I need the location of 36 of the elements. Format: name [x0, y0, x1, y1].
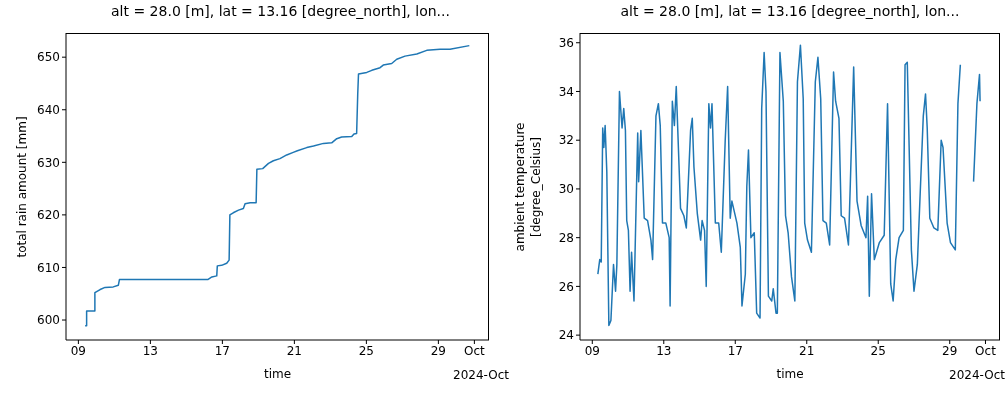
- text: 2024-Oct: [949, 368, 1005, 382]
- y-tick-label: 26: [558, 279, 574, 294]
- x-tick-label: 21: [286, 343, 303, 358]
- line-series: [84, 44, 471, 327]
- x-tick-label: 17: [727, 343, 743, 358]
- y-tick-label: 630: [37, 155, 60, 170]
- x-tick-label: 25: [358, 343, 375, 358]
- x-tick-label: 29: [430, 343, 447, 358]
- x-tick-label: 25: [870, 343, 886, 358]
- x-tick-label: 29: [942, 343, 958, 358]
- x-tick-label: 17: [214, 343, 231, 358]
- x-tick-label: 13: [656, 343, 672, 358]
- y-tick-label: 610: [37, 260, 60, 275]
- chart-title: alt = 28.0 [m], lat = 13.16 [degree_north], lon...: [110, 3, 451, 19]
- y-tick-label: 30: [558, 182, 574, 197]
- y-axis-title: ambient temperature [degree_Celsius]: [512, 122, 544, 251]
- x-tick-label: Oct: [464, 343, 486, 358]
- y-tick-label: 620: [37, 208, 60, 223]
- x-tick-label: Oct: [975, 343, 997, 358]
- y-tick-label: 32: [558, 133, 574, 148]
- y-tick-label: 36: [558, 36, 574, 51]
- x-axis-title: time: [776, 366, 804, 381]
- x-tick-label: 21: [799, 343, 815, 358]
- y-tick-label: 24: [558, 328, 574, 343]
- y-tick-label: 28: [558, 230, 574, 245]
- x-tick-label: 09: [70, 343, 87, 358]
- x-tick-label: 09: [584, 343, 600, 358]
- text: 2024-Oct: [453, 368, 509, 382]
- x-tick-label: 13: [142, 343, 159, 358]
- y-axis-title: total rain amount [mm]: [14, 115, 30, 258]
- y-tick-label: 600: [37, 313, 60, 328]
- chart-title: alt = 28.0 [m], lat = 13.16 [degree_north], lon...: [619, 3, 961, 19]
- x-axis-title: time: [263, 366, 292, 381]
- y-tick-label: 34: [558, 84, 574, 99]
- y-tick-label: 640: [37, 103, 60, 118]
- y-tick-label: 650: [37, 50, 60, 65]
